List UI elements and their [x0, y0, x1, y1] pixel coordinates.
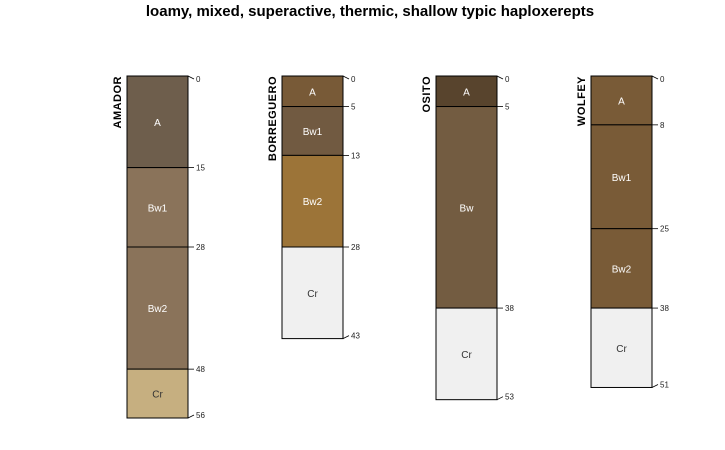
depth-tick	[651, 75, 659, 80]
horizon-cr	[281, 246, 344, 340]
depth-tick	[187, 75, 195, 80]
profile-osito: OSITO A Bw Cr 0 5 38 53	[421, 75, 514, 402]
depth-label: 56	[196, 411, 205, 420]
depth-label: 53	[505, 393, 514, 402]
horizon-bw1	[126, 167, 189, 248]
horizon-label: A	[309, 87, 316, 98]
profile-name: AMADOR	[112, 76, 124, 129]
depth-tick	[187, 414, 195, 419]
depth-label: 5	[505, 103, 510, 112]
horizon-label: Cr	[152, 390, 163, 401]
horizon-label: Bw1	[303, 127, 323, 138]
depth-label: 0	[196, 75, 201, 84]
depth-tick	[342, 75, 350, 80]
horizon-label: Bw2	[612, 264, 632, 275]
profile-name: OSITO	[421, 76, 433, 113]
horizon-a	[590, 75, 653, 126]
profile-name: WOLFEY	[576, 76, 588, 126]
depth-label: 25	[660, 225, 669, 234]
depth-tick	[342, 335, 350, 339]
profile-wolfey: WOLFEY A Bw1 Bw2 Cr 0 8 25 38 51	[576, 75, 669, 389]
horizon-cr	[590, 307, 653, 388]
horizon-label: A	[154, 118, 161, 129]
depth-tick	[496, 75, 504, 80]
profile-amador: AMADOR A Bw1 Bw2 Cr 0 15 28 48 56	[112, 75, 205, 420]
horizon-label: Bw	[460, 203, 475, 214]
horizon-cr	[126, 368, 189, 419]
profile-name: BORREGUERO	[267, 76, 279, 161]
depth-label: 13	[351, 151, 360, 160]
depth-tick	[651, 384, 659, 388]
profiles: AMADOR A Bw1 Bw2 Cr 0 15 28 48 56 BORREGUERO A Bw1 Bw…	[112, 75, 669, 420]
depth-label: 38	[505, 304, 514, 313]
depth-label: 5	[351, 103, 356, 112]
depth-label: 0	[351, 75, 356, 84]
depth-label: 28	[351, 243, 360, 252]
horizon-bw	[435, 106, 498, 309]
depth-label: 38	[660, 304, 669, 313]
horizon-bw2	[590, 228, 653, 309]
horizon-label: Cr	[616, 344, 627, 355]
depth-label: 28	[196, 243, 205, 252]
horizon-label: Bw2	[303, 197, 323, 208]
figure-title: loamy, mixed, superactive, thermic, shal…	[146, 3, 594, 20]
horizon-label: Bw1	[148, 203, 168, 214]
depth-label: 43	[351, 332, 360, 341]
horizon-label: Bw2	[148, 304, 168, 315]
horizon-cr	[435, 307, 498, 401]
depth-label: 51	[660, 380, 669, 389]
depth-label: 15	[196, 164, 205, 173]
depth-label: 0	[660, 75, 665, 84]
depth-label: 8	[660, 121, 665, 130]
depth-label: 0	[505, 75, 510, 84]
depth-tick	[496, 396, 504, 401]
horizon-label: Cr	[307, 289, 318, 300]
horizon-a	[126, 75, 189, 169]
horizon-label: Bw1	[612, 173, 632, 184]
depth-label: 48	[196, 365, 205, 374]
horizon-label: A	[618, 96, 625, 107]
horizon-bw2	[126, 246, 189, 370]
profile-borreguero: BORREGUERO A Bw1 Bw2 Cr 0 5 13 28 43	[267, 75, 360, 341]
horizon-label: A	[463, 87, 470, 98]
horizon-label: Cr	[461, 350, 472, 361]
horizon-bw2	[281, 154, 344, 248]
